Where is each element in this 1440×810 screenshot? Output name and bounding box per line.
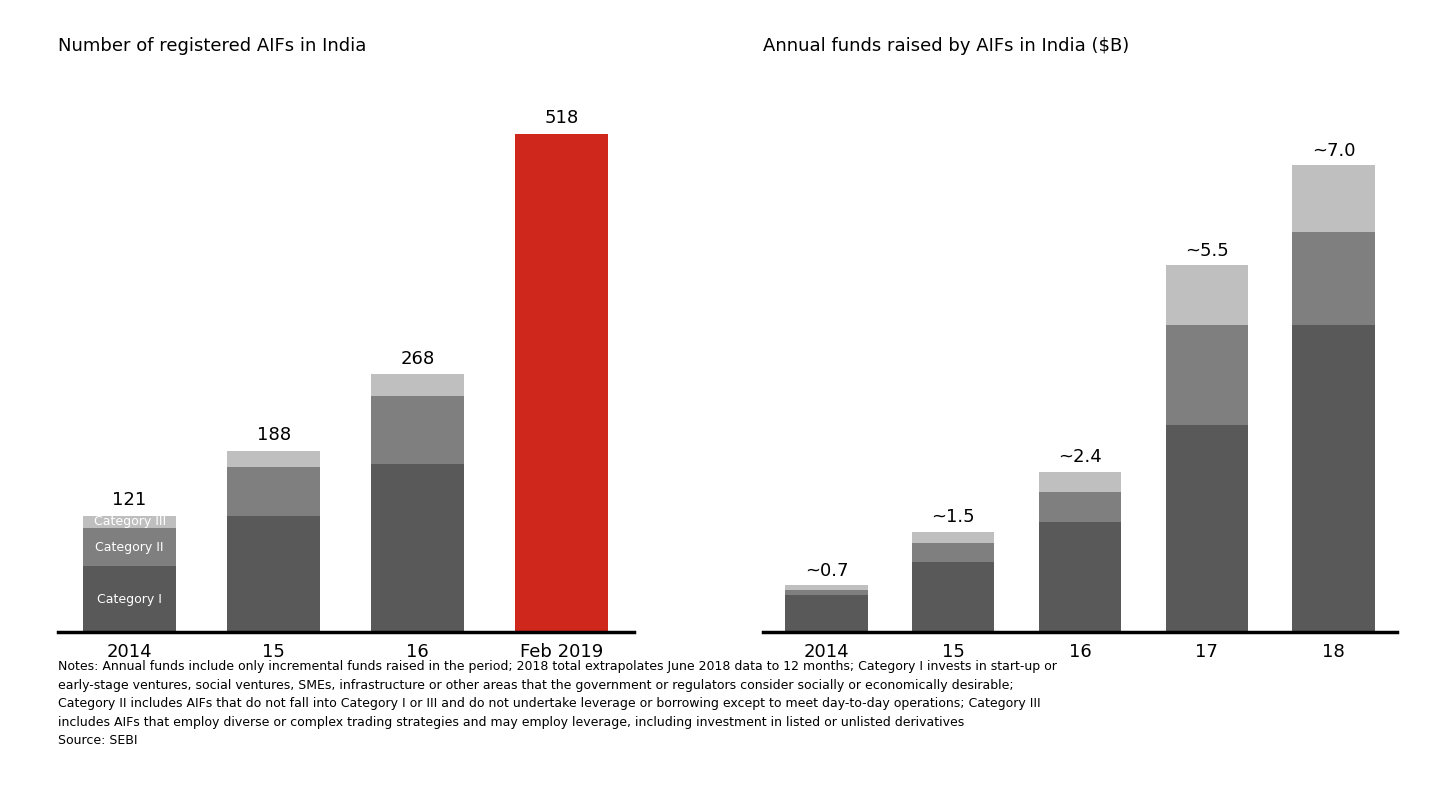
Bar xyxy=(1165,425,1248,632)
Bar xyxy=(1165,265,1248,325)
Text: ~5.5: ~5.5 xyxy=(1185,241,1228,259)
Bar xyxy=(372,463,464,632)
Text: Category I: Category I xyxy=(96,593,163,606)
Text: Number of registered AIFs in India: Number of registered AIFs in India xyxy=(58,37,366,55)
Bar xyxy=(785,585,868,590)
Bar xyxy=(912,531,995,543)
Bar xyxy=(372,374,464,396)
Bar xyxy=(228,451,320,467)
Text: ~0.7: ~0.7 xyxy=(805,562,848,580)
Text: 121: 121 xyxy=(112,491,147,509)
Text: ~7.0: ~7.0 xyxy=(1312,142,1355,160)
Bar xyxy=(82,528,176,566)
Bar xyxy=(1038,492,1122,522)
Text: Category III: Category III xyxy=(94,515,166,528)
Bar xyxy=(785,590,868,595)
Text: 518: 518 xyxy=(544,109,579,127)
Bar xyxy=(228,467,320,517)
Bar xyxy=(228,517,320,632)
Bar xyxy=(912,562,995,632)
Text: 268: 268 xyxy=(400,350,435,368)
Bar xyxy=(912,543,995,562)
Bar xyxy=(1165,325,1248,425)
Text: Category II: Category II xyxy=(95,541,164,554)
Bar xyxy=(516,134,608,632)
Text: Notes: Annual funds include only incremental funds raised in the period; 2018 to: Notes: Annual funds include only increme… xyxy=(58,660,1057,747)
Text: 188: 188 xyxy=(256,426,291,445)
Bar xyxy=(785,595,868,632)
Bar xyxy=(1292,232,1375,325)
Bar xyxy=(82,515,176,528)
Bar xyxy=(1038,471,1122,492)
Bar xyxy=(372,396,464,463)
Text: Annual funds raised by AIFs in India ($B): Annual funds raised by AIFs in India ($B… xyxy=(763,37,1129,55)
Bar xyxy=(1038,522,1122,632)
Bar xyxy=(1292,165,1375,232)
Bar xyxy=(82,566,176,632)
Text: ~2.4: ~2.4 xyxy=(1058,449,1102,467)
Text: ~1.5: ~1.5 xyxy=(932,509,975,526)
Bar xyxy=(1292,325,1375,632)
